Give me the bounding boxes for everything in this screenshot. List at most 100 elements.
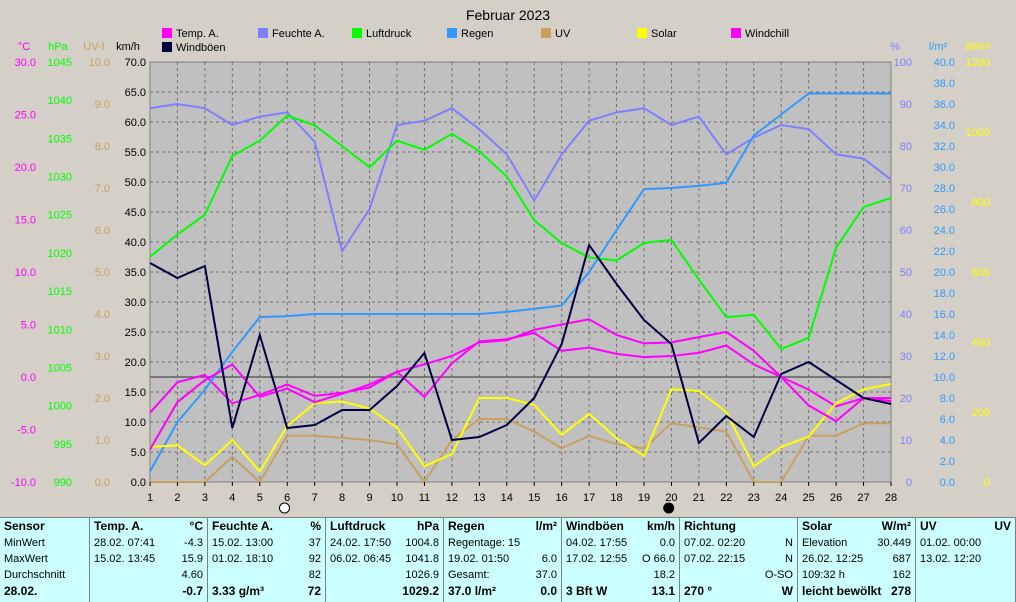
stats-cell-value: 13.1 (651, 584, 675, 598)
temp-unit-label: °C (18, 41, 30, 53)
series-feuchte-a- (149, 102, 892, 254)
pressure-tick-label: 995 (54, 439, 72, 451)
legend-label: Windchill (745, 28, 789, 40)
stats-min-label: MinWert (4, 537, 45, 549)
x-tick-label: 13 (473, 492, 485, 504)
stats-cell-info: 15.02. 13:00 (212, 537, 274, 549)
stats-column-unit: hPa (416, 519, 439, 533)
x-tick-label: 28 (885, 492, 897, 504)
series-windb-en (149, 242, 892, 445)
uv-tick-label: 9.0 (95, 99, 110, 111)
x-tick-label: 8 (339, 492, 345, 504)
solar-tick-label: 600 (972, 267, 990, 279)
stats-cell-value: 82 (308, 569, 321, 581)
pressure-tick-label: 1030 (48, 172, 72, 184)
legend-swatch (162, 28, 172, 38)
wind-tick-label: 0.0 (131, 477, 146, 489)
humidity-tick-label: 100 (894, 57, 912, 69)
uv-tick-label: 0.0 (95, 477, 110, 489)
x-tick-label: 2 (174, 492, 180, 504)
x-tick-label: 14 (501, 492, 513, 504)
stats-column-solar: Solar W/m² Elevation 30.449 26.02. 12:25 687 1… (798, 518, 916, 602)
stats-cell-value: 0.0 (659, 537, 675, 549)
legend-swatch (731, 28, 741, 38)
rain-tick-label: 24.0 (934, 225, 955, 237)
pressure-tick-label: 990 (54, 477, 72, 489)
wind-tick-label: 45.0 (125, 207, 146, 219)
stats-cell-value: 37 (308, 537, 321, 549)
stats-cell-info: leicht bewölkt (802, 584, 882, 598)
temp-tick-label: 5.0 (21, 320, 36, 332)
rain-tick-label: 38.0 (934, 78, 955, 90)
x-tick-label: 12 (446, 492, 458, 504)
pressure-tick-label: 1005 (48, 362, 72, 374)
stats-cell-value: -4.3 (184, 537, 203, 549)
stats-avg-label: Durchschnitt (4, 569, 66, 581)
legend-swatch (352, 28, 362, 38)
x-tick-label: 23 (748, 492, 760, 504)
stats-cell-info: 3 Bft W (566, 584, 608, 598)
temp-tick-label: -5.0 (17, 425, 36, 437)
stats-cell-info: 17.02. 12:55 (566, 553, 628, 565)
stats-column-unit: UV (994, 519, 1011, 533)
series-uv (150, 418, 891, 484)
wind-tick-label: 60.0 (125, 117, 146, 129)
rain-tick-label: 12.0 (934, 351, 955, 363)
stats-cell-info: 24.02. 17:50 (330, 537, 392, 549)
stats-cell-info: 04.02. 17:55 (566, 537, 628, 549)
x-tick-label: 20 (665, 492, 677, 504)
legend-swatch (637, 28, 647, 38)
legend-label: Feuchte A. (272, 28, 325, 40)
humidity-tick-label: 10 (900, 435, 912, 447)
pressure-tick-label: 1010 (48, 324, 72, 336)
stats-column-richtung: Richtung 07.02. 02:20 N 07.02. 22:15 N O-SO 27… (680, 518, 798, 602)
stats-column-title: Richtung (684, 519, 736, 533)
uv-tick-label: 1.0 (95, 435, 110, 447)
series-windchill (149, 331, 892, 450)
x-tick-label: 11 (419, 492, 430, 504)
legend-label: Windböen (176, 42, 226, 54)
grid-lines (150, 62, 891, 482)
stats-cell-info: 26.02. 12:25 (802, 553, 864, 565)
wind-tick-label: 10.0 (125, 417, 146, 429)
stats-cell-value: 1029.2 (402, 584, 439, 598)
x-tick-label: 24 (775, 492, 787, 504)
chart-title: Februar 2023 (466, 7, 550, 23)
temp-tick-label: 30.0 (15, 57, 36, 69)
legend-label: Luftdruck (366, 28, 412, 40)
solar-tick-label: 800 (972, 197, 990, 209)
x-tick-label: 1 (147, 492, 153, 504)
stats-header-label: Sensor (4, 519, 45, 533)
axis-ticks: 30.0 25.0 20.0 15.0 10.0 5.0 0.0 -5.0 -10.0 1045 1… (11, 57, 990, 489)
stats-column-title: UV (920, 519, 937, 533)
legend-swatch (447, 28, 457, 38)
stats-cell-value: 162 (892, 569, 911, 581)
wind-tick-label: 15.0 (125, 387, 146, 399)
humidity-unit-label: % (890, 41, 900, 53)
stats-column-unit: km/h (646, 519, 675, 533)
uv-unit-label: UV-I (83, 41, 104, 53)
x-tick-label: 19 (638, 492, 650, 504)
temp-tick-label: 10.0 (15, 267, 36, 279)
stats-column-title: Windböen (566, 519, 624, 533)
legend-label: Temp. A. (176, 28, 219, 40)
stats-column-unit: % (310, 519, 321, 533)
stats-column-luftdruck: Luftdruck hPa 24.02. 17:50 1004.8 06.02. 06:… (326, 518, 444, 602)
uv-tick-label: 7.0 (95, 183, 110, 195)
wind-tick-label: 40.0 (125, 237, 146, 249)
wind-tick-label: 55.0 (125, 147, 146, 159)
x-tick-label: 7 (312, 492, 318, 504)
solar-tick-label: 200 (972, 407, 990, 419)
rain-tick-label: 10.0 (934, 372, 955, 384)
pressure-tick-label: 1045 (48, 57, 72, 69)
stats-column-title: Feuchte A. (212, 519, 273, 533)
solar-tick-label: 1200 (966, 57, 990, 69)
stats-cell-value: 92 (308, 553, 321, 565)
uv-tick-label: 5.0 (95, 267, 110, 279)
stats-cell-value: 18.2 (653, 569, 675, 581)
stats-cell-value: O 66.0 (641, 553, 675, 565)
temp-tick-label: 20.0 (15, 162, 36, 174)
series-solar (149, 383, 892, 474)
wind-tick-label: 35.0 (125, 267, 146, 279)
stats-cell-info: 01.02. 18:10 (212, 553, 274, 565)
